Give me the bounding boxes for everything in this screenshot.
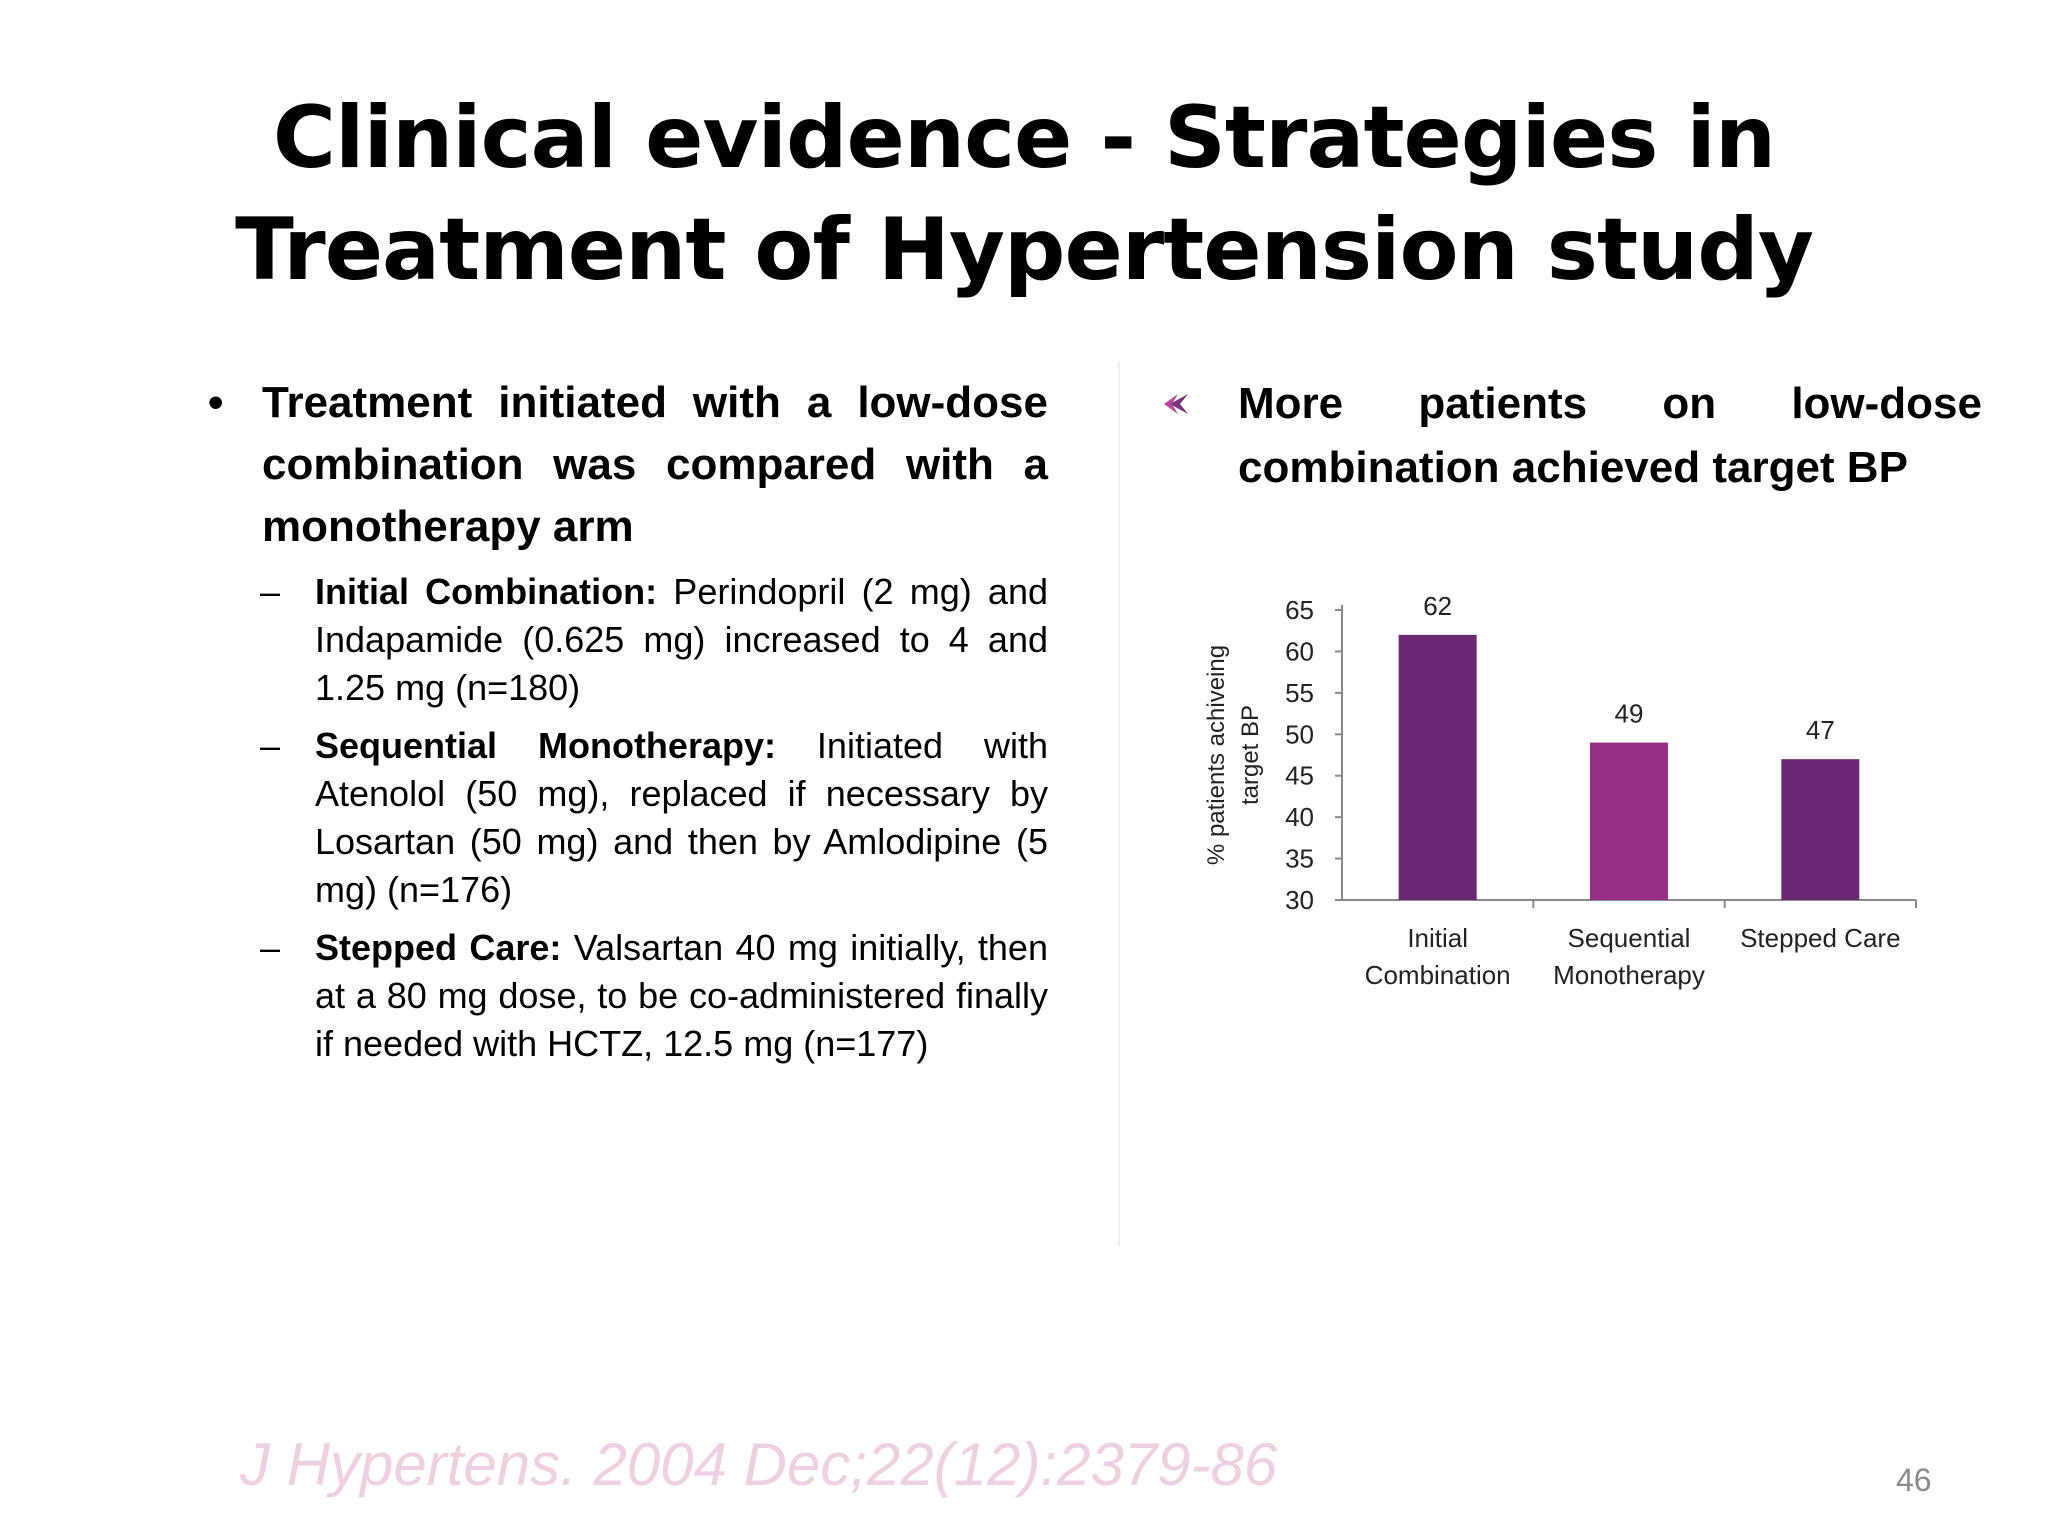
dash-icon: – bbox=[260, 927, 281, 968]
category-label: Combination bbox=[1365, 960, 1511, 990]
y-tick-label: 55 bbox=[1285, 678, 1314, 708]
y-tick-label: 50 bbox=[1285, 719, 1314, 749]
sub-bullet-text: Perindopril (2 mg) and Indapamide (0.625… bbox=[315, 571, 1048, 708]
right-column: More patients on low-dose combination ac… bbox=[1160, 372, 1982, 500]
category-label: Monotherapy bbox=[1553, 960, 1705, 990]
sub-bullet-label: Initial Combination: bbox=[315, 571, 658, 612]
citation: J Hypertens. 2004 Dec;22(12):2379-86 bbox=[240, 1431, 1278, 1498]
bullet-dot-icon: • bbox=[208, 378, 224, 427]
main-bullet-text: Treatment initiated with a low-dose comb… bbox=[262, 378, 1048, 551]
dash-icon: – bbox=[260, 725, 281, 766]
data-label: 49 bbox=[1615, 699, 1644, 729]
bar-chart: 65 60 55 50 45 40 35 30 % patients achiveing targ… bbox=[1203, 591, 1917, 990]
sub-bullet-label: Stepped Care: bbox=[315, 927, 562, 968]
y-tick-label: 65 bbox=[1285, 595, 1314, 625]
category-label: Stepped Care bbox=[1740, 923, 1900, 953]
main-bullet: • Treatment initiated with a low-dose co… bbox=[200, 372, 1048, 558]
y-tick-label: 35 bbox=[1285, 844, 1314, 874]
dash-icon: – bbox=[260, 571, 281, 612]
right-bullet-text: More patients on low-dose combination ac… bbox=[1238, 379, 1982, 492]
arrow-bullet-icon bbox=[1164, 394, 1188, 414]
sub-bullet-label: Sequential Monotherapy: bbox=[315, 725, 776, 766]
sub-bullet-text: Valsartan 40 mg initially, then at a 80 … bbox=[315, 927, 1048, 1064]
data-label: 47 bbox=[1806, 715, 1835, 745]
category-label: Sequential bbox=[1568, 923, 1691, 953]
sub-bullet-sequential-monotherapy: – Sequential Monotherapy: Initiated with… bbox=[200, 722, 1048, 914]
category-label: Initial bbox=[1407, 923, 1468, 953]
sub-bullet-list: – Initial Combination: Perindopril (2 mg… bbox=[200, 568, 1048, 1068]
y-tick-label: 60 bbox=[1285, 636, 1314, 666]
bar-2 bbox=[1590, 742, 1668, 900]
slide-title: Clinical evidence - Strategies in Treatm… bbox=[235, 88, 1814, 300]
bar-3 bbox=[1781, 759, 1860, 900]
sub-bullet-stepped-care: – Stepped Care: Valsartan 40 mg initiall… bbox=[200, 924, 1048, 1068]
left-column: • Treatment initiated with a low-dose co… bbox=[200, 372, 1048, 1078]
column-divider bbox=[1118, 362, 1120, 1247]
sub-bullet-initial-combination: – Initial Combination: Perindopril (2 mg… bbox=[200, 568, 1048, 712]
page-number: 46 bbox=[1896, 1462, 1932, 1498]
bar-1 bbox=[1398, 634, 1477, 900]
y-axis-label: % patients achiveing bbox=[1203, 645, 1230, 865]
y-axis-label: target BP bbox=[1237, 705, 1264, 805]
right-bullet: More patients on low-dose combination ac… bbox=[1160, 372, 1982, 500]
y-tick-label: 40 bbox=[1285, 802, 1314, 832]
y-tick-label: 45 bbox=[1285, 761, 1314, 791]
y-tick-label: 30 bbox=[1285, 885, 1314, 915]
sub-bullet-text: Initiated with Atenolol (50 mg), replace… bbox=[315, 725, 1048, 910]
data-label: 62 bbox=[1423, 591, 1452, 621]
